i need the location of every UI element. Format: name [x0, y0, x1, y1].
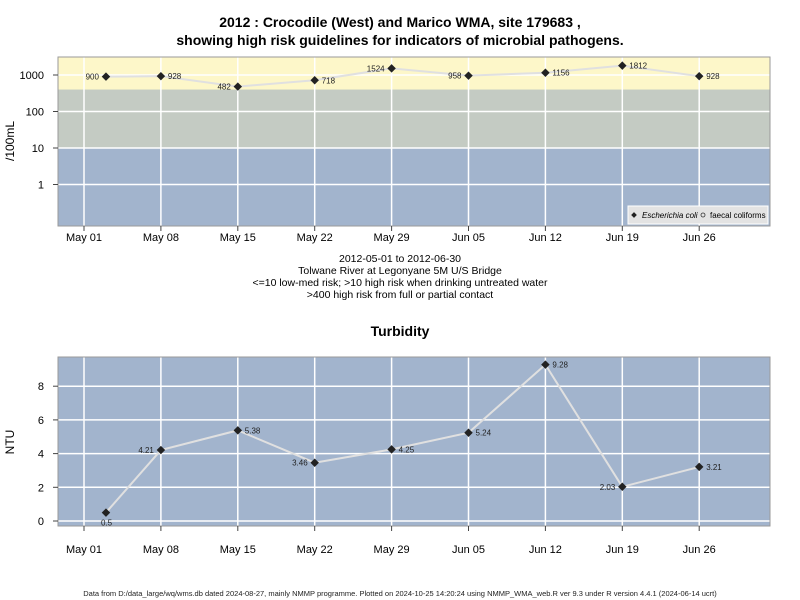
- top-ytick-label: 1: [38, 180, 44, 192]
- bottom-ytick-label: 6: [38, 415, 44, 427]
- top-xtick-label: Jun 19: [606, 232, 639, 244]
- turbidity-data-label: 4.25: [399, 445, 415, 454]
- turbidity-point: [464, 428, 473, 437]
- bottom-xtick-label: May 01: [66, 544, 102, 556]
- footer-note: Data from D:/data_large/wq/wms.db dated …: [83, 589, 717, 598]
- turbidity-title: Turbidity: [370, 323, 430, 339]
- top-xtick-label: May 08: [143, 232, 179, 244]
- bottom-xtick-label: Jun 19: [606, 544, 639, 556]
- turbidity-data-label: 4.21: [138, 446, 154, 455]
- risk-band-2: [58, 57, 770, 90]
- turbidity-data-label: 3.46: [292, 459, 308, 468]
- ecoli-data-label: 900: [86, 73, 100, 82]
- ecoli-point: [310, 76, 319, 85]
- top-y-axis-label: /100mL: [3, 121, 17, 161]
- ecoli-data-label: 928: [168, 72, 182, 81]
- chart-title-line1: 2012 : Crocodile (West) and Marico WMA, …: [219, 14, 581, 30]
- ecoli-point: [233, 82, 243, 91]
- legend-fc-marker: [700, 212, 706, 218]
- turbidity-data-label: 5.38: [245, 426, 261, 435]
- top-xtick-label: May 15: [220, 232, 256, 244]
- bottom-ytick-label: 2: [38, 482, 44, 494]
- bottom-xtick-label: Jun 05: [452, 544, 485, 556]
- top-xtick-label: Jun 12: [529, 232, 562, 244]
- ecoli-data-label: 1156: [552, 69, 570, 78]
- bottom-ytick-label: 4: [38, 449, 44, 461]
- ecoli-data-label: 482: [217, 83, 231, 92]
- top-xtick-label: Jun 05: [452, 232, 485, 244]
- turbidity-point: [694, 462, 704, 472]
- contact-guideline: >400 high risk from full or partial cont…: [306, 289, 494, 301]
- date-range: 2012-05-01 to 2012-06-30: [338, 253, 461, 265]
- ecoli-data-label: 958: [448, 72, 462, 81]
- turbidity-point: [387, 445, 396, 454]
- bottom-xtick-label: Jun 12: [529, 544, 562, 556]
- top-plot-frame: [57, 56, 771, 227]
- ecoli-data-label: 718: [322, 76, 336, 85]
- legend-ecoli-label: Escherichia coli: [642, 211, 698, 220]
- bottom-ytick-label: 0: [38, 516, 44, 528]
- ecoli-data-label: 928: [706, 72, 720, 81]
- site-name: Tolwane River at Legonyane 5M U/S Bridge: [298, 265, 502, 277]
- site-caption: 2012-05-01 to 2012-06-30 Tolwane River a…: [0, 253, 800, 301]
- turbidity-point: [156, 445, 166, 455]
- top-ytick-label: 1000: [20, 70, 44, 82]
- top-xtick-label: May 29: [374, 232, 410, 244]
- bottom-ytick-label: 8: [38, 381, 44, 393]
- ecoli-point: [387, 64, 396, 73]
- top-ytick-label: 100: [26, 107, 44, 119]
- top-xtick-label: Jun 26: [683, 232, 716, 244]
- bottom-xtick-label: May 08: [143, 544, 179, 556]
- turbidity-data-label: 9.28: [552, 361, 568, 370]
- bottom-xtick-label: May 22: [297, 544, 333, 556]
- ecoli-data-label: 1812: [629, 62, 647, 71]
- turbidity-point: [233, 426, 243, 435]
- bottom-xtick-label: May 15: [220, 544, 256, 556]
- ecoli-point: [464, 71, 473, 80]
- bottom-xtick-label: May 29: [374, 544, 410, 556]
- bottom-y-axis-label: NTU: [3, 430, 17, 455]
- bottom-xtick-label: Jun 26: [683, 544, 716, 556]
- bottom-plot-frame: [57, 356, 771, 527]
- ecoli-data-label: 1524: [367, 64, 385, 73]
- ecoli-point: [101, 72, 111, 81]
- turbidity-point: [618, 482, 627, 492]
- drinking-guideline: <=10 low-med risk; >10 high risk when dr…: [252, 277, 548, 289]
- turbidity-data-label: 5.24: [476, 429, 492, 438]
- turbidity-point: [310, 458, 319, 467]
- legend-fc-label: faecal coliforms: [710, 211, 766, 220]
- turbidity-point: [541, 360, 550, 369]
- top-ytick-label: 10: [32, 143, 44, 155]
- turbidity-data-label: 0.5: [101, 519, 113, 528]
- legend-box: [627, 205, 769, 225]
- ecoli-point: [156, 71, 166, 81]
- top-xtick-label: May 22: [297, 232, 333, 244]
- turbidity-data-label: 3.21: [706, 463, 722, 472]
- top-xtick-label: May 01: [66, 232, 102, 244]
- risk-band-1: [58, 89, 770, 148]
- turbidity-data-label: 2.03: [600, 483, 616, 492]
- legend-ecoli-marker: [631, 212, 637, 218]
- chart-title-line2: showing high risk guidelines for indicat…: [176, 32, 624, 48]
- bottom-plot-bg: [58, 357, 770, 526]
